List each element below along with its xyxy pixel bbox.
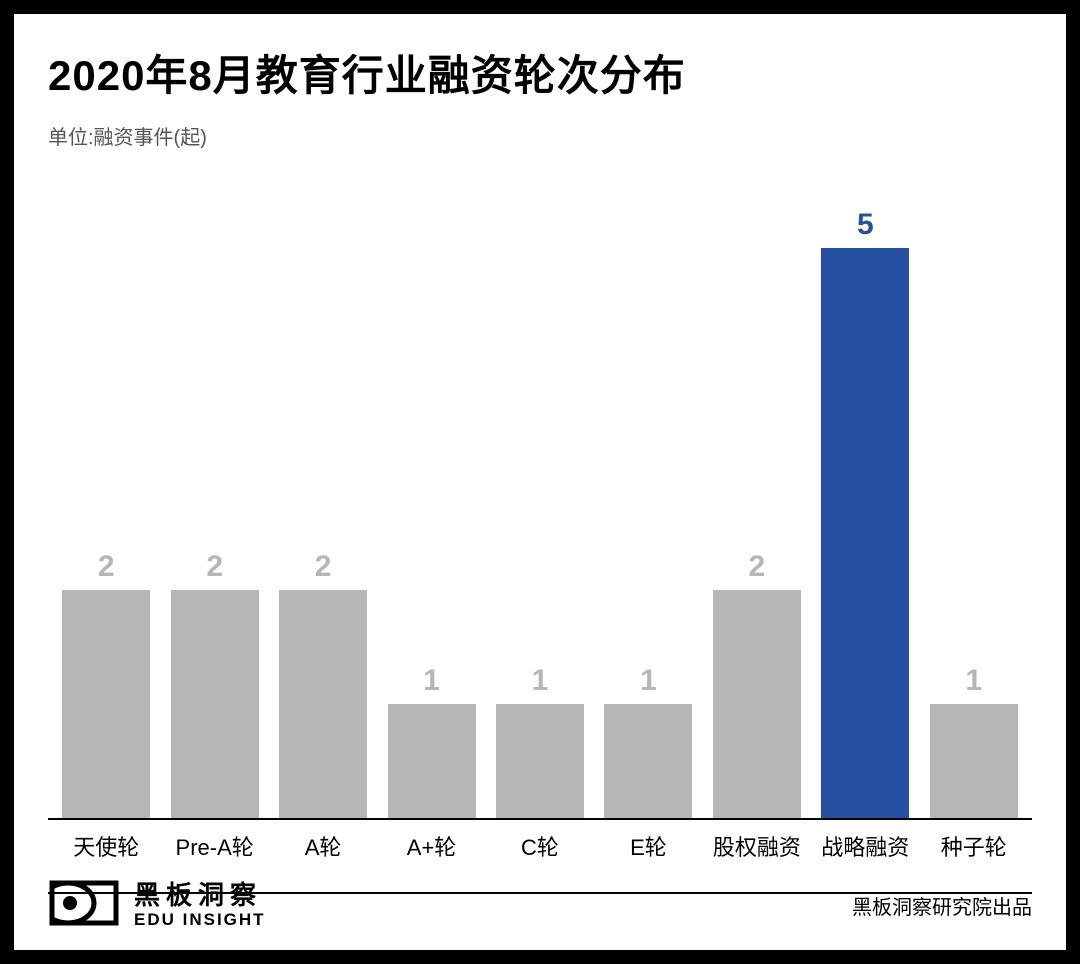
x-axis-label: 战略融资 <box>811 830 919 862</box>
chart-title: 2020年8月教育行业融资轮次分布 <box>48 42 1032 103</box>
chart-frame: 2020年8月教育行业融资轮次分布 单位:融资事件(起) 2 2 2 1 1 1 2 5 1 天… <box>0 0 1080 964</box>
bar-group: 2 <box>52 160 160 818</box>
x-axis-label: 天使轮 <box>52 830 160 862</box>
x-axis-label: A+轮 <box>377 830 485 862</box>
x-axis-label: 种子轮 <box>920 830 1028 862</box>
bar-rect <box>388 704 476 818</box>
bar-group: 1 <box>486 160 594 818</box>
bar-rect <box>279 590 367 818</box>
logo-block: 黑板洞察 EDU INSIGHT <box>48 879 266 932</box>
bar-rect <box>62 590 150 818</box>
bar-value-label: 1 <box>965 664 982 698</box>
bar-value-label: 5 <box>857 208 874 242</box>
x-axis-label: 股权融资 <box>703 830 811 862</box>
bar-value-label: 2 <box>749 550 766 584</box>
bar-group: 5 <box>811 160 919 818</box>
logo-text-en: EDU INSIGHT <box>134 910 266 930</box>
x-axis-labels: 天使轮Pre-A轮A轮A+轮C轮E轮股权融资战略融资种子轮 <box>48 820 1032 862</box>
bar-group: 2 <box>269 160 377 818</box>
chart-subtitle: 单位:融资事件(起) <box>48 121 1032 150</box>
bar-group: 1 <box>594 160 702 818</box>
x-axis-label: Pre-A轮 <box>160 830 268 862</box>
bar-value-label: 1 <box>423 664 440 698</box>
bar-value-label: 1 <box>640 664 657 698</box>
bar-rect <box>713 590 801 818</box>
logo-text: 黑板洞察 EDU INSIGHT <box>134 881 266 930</box>
bar-group: 1 <box>377 160 485 818</box>
bar-group: 2 <box>703 160 811 818</box>
credit-text: 黑板洞察研究院出品 <box>852 891 1032 920</box>
x-axis-label: A轮 <box>269 830 377 862</box>
bar-rect <box>821 248 909 818</box>
bar-rect <box>496 704 584 818</box>
bar-rect <box>171 590 259 818</box>
bar-rect <box>604 704 692 818</box>
x-axis-label: C轮 <box>486 830 594 862</box>
logo-text-cn: 黑板洞察 <box>134 881 266 910</box>
bar-value-label: 2 <box>206 550 223 584</box>
bar-value-label: 2 <box>98 550 115 584</box>
x-axis-label: E轮 <box>594 830 702 862</box>
bar-group: 1 <box>920 160 1028 818</box>
eye-logo-icon <box>48 879 120 932</box>
bar-group: 2 <box>160 160 268 818</box>
bar-value-label: 2 <box>315 550 332 584</box>
bar-value-label: 1 <box>532 664 549 698</box>
chart-area: 2 2 2 1 1 1 2 5 1 <box>48 160 1032 820</box>
footer: 黑板洞察 EDU INSIGHT 黑板洞察研究院出品 <box>48 879 1032 932</box>
bar-rect <box>930 704 1018 818</box>
